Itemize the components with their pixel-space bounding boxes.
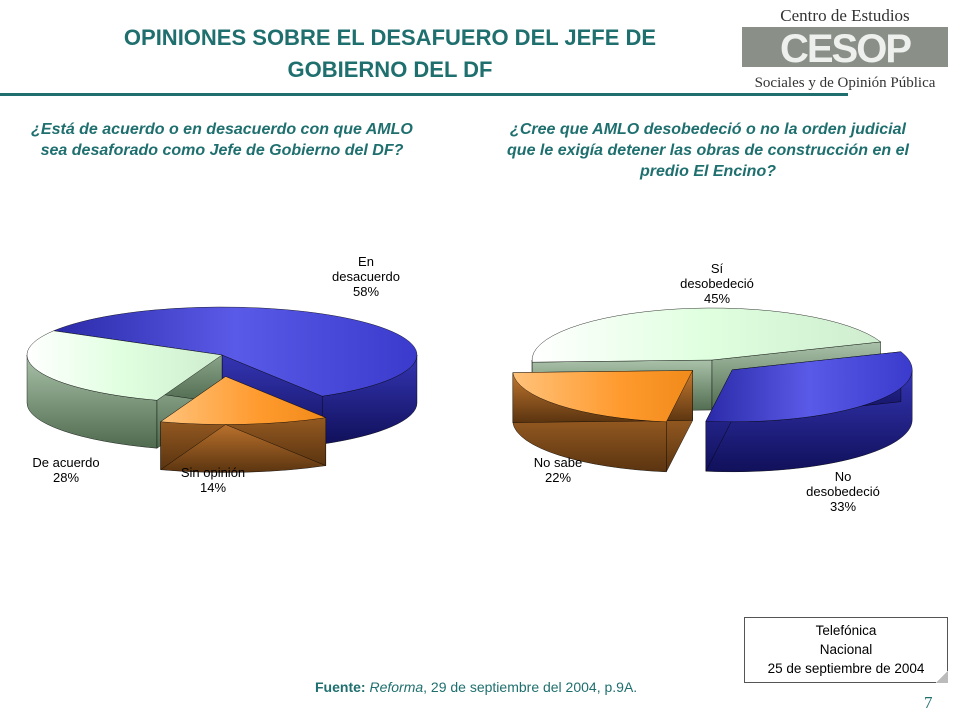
cesop-logo: Centro de Estudios CESOP Sociales y de O… (742, 6, 948, 91)
pie-label-sin-opinion: Sin opinión 14% (181, 465, 245, 495)
source-details: , 29 de septiembre del 2004, p.9A. (423, 679, 638, 695)
logo-mark: CESOP (780, 27, 911, 71)
question-right: ¿Cree que AMLO desobedeció o no la orden… (507, 121, 909, 180)
question-left: ¿Está de acuerdo o en desacuerdo con que… (31, 121, 413, 159)
pie-chart-left: En desacuerdo 58% Sin opinión 14% De acuerdo 2… (26, 254, 418, 495)
source-publication: Reforma (369, 679, 424, 695)
pie-slice-top-en-desacuerdo (52, 306, 418, 397)
page-curl-decoration (936, 671, 948, 683)
header-rule (0, 93, 848, 96)
page-title: OPINIONES SOBRE EL DESAFUERO DEL JEFE DE… (70, 22, 710, 86)
pie-slice-no-sabe (512, 370, 694, 473)
survey-type: Telefónica (815, 623, 877, 638)
source-label: Fuente: (315, 679, 366, 695)
pie-label-en-desacuerdo: En desacuerdo 58% (332, 254, 400, 299)
survey-note: Telefónica Nacional 25 de septiembre de … (744, 617, 948, 683)
pie-slice-top-de-acuerdo (26, 330, 223, 401)
pie-label-no-sabe: No sabe 22% (534, 455, 582, 485)
logo-line1: Centro de Estudios (780, 6, 909, 25)
survey-date: 25 de septiembre de 2004 (767, 661, 925, 676)
logo-line2: Sociales y de Opinión Pública (755, 75, 936, 91)
pie-label-de-acuerdo: De acuerdo 28% (32, 455, 99, 485)
pie-slice-sin-opinion (160, 376, 327, 473)
pie-slice-top-no-desobedecio (705, 351, 913, 423)
pie-chart-right: Sí desobedeció 45% No desobedeció 33% No sabe 2… (512, 261, 913, 514)
pie-label-si-desobedecio: Sí desobedeció 45% (680, 261, 754, 306)
pie-slice-top-si-desobedecio (531, 307, 882, 363)
pie-slice-top-no-sabe (512, 370, 694, 423)
source-note: Fuente: Reforma, 29 de septiembre del 20… (315, 679, 637, 695)
survey-scope: Nacional (819, 642, 873, 657)
pie-slice-no-desobedecio (705, 351, 913, 473)
pie-charts: En desacuerdo 58% Sin opinión 14% De acuerdo 2… (26, 254, 913, 514)
page-number: 7 (924, 693, 933, 712)
pie-slice-top-sin-opinion (160, 376, 327, 425)
pie-label-no-desobedecio: No desobedeció 33% (806, 469, 880, 514)
page-title-line1: OPINIONES SOBRE EL DESAFUERO DEL JEFE DE (123, 25, 657, 50)
page-title-line2: GOBIERNO DEL DF (287, 57, 493, 82)
